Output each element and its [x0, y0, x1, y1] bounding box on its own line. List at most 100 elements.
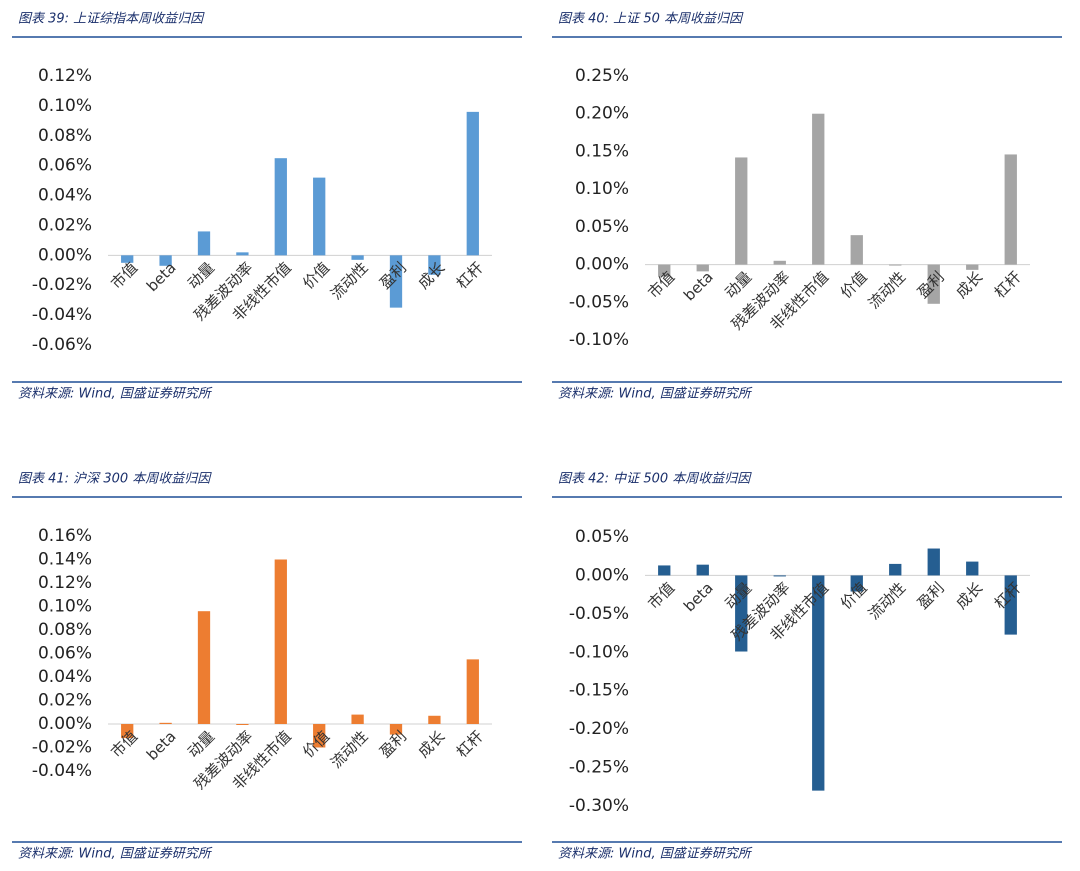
x-tick-label: 动量 [721, 579, 755, 613]
x-tick-label: 盈利 [376, 259, 410, 293]
x-tick-label: 价值 [837, 268, 871, 302]
bar [735, 157, 748, 265]
y-tick-label: 0.06% [38, 156, 92, 176]
bar [197, 231, 211, 256]
x-tick-label: 市值 [107, 259, 141, 293]
bar [658, 264, 671, 277]
bar [159, 722, 172, 724]
y-tick-label: -0.05% [569, 292, 629, 312]
bar [889, 563, 902, 576]
x-tick-label: beta [680, 268, 717, 305]
bar [966, 561, 979, 576]
chart-title: 图表 40: 上证 50 本周收益归因 [558, 12, 744, 27]
y-tick-label: 0.00% [575, 565, 629, 585]
source-note: 资料来源: Wind, 国盛证券研究所 [18, 846, 213, 862]
bar [850, 575, 863, 592]
y-tick-label: -0.04% [32, 305, 92, 325]
y-tick-label: 0.10% [38, 96, 92, 116]
y-tick-label: 0.05% [575, 217, 629, 237]
bar [236, 252, 249, 256]
y-tick-label: -0.30% [569, 796, 629, 816]
y-tick-label: 0.00% [38, 714, 92, 734]
y-tick-label: -0.15% [569, 681, 629, 701]
x-tick-label: 盈利 [376, 727, 410, 761]
bar [351, 714, 364, 724]
bar [1004, 154, 1017, 265]
bar [696, 564, 709, 576]
bar [812, 113, 825, 265]
y-tick-label: 0.00% [38, 245, 92, 265]
x-tick-label: 杠杆 [991, 579, 1025, 613]
chart-title: 图表 39: 上证综指本周收益归因 [18, 12, 205, 27]
bar [850, 235, 863, 265]
y-tick-label: 0.12% [38, 573, 92, 593]
y-tick-label: 0.25% [575, 66, 629, 86]
x-tick-label: 成长 [414, 727, 448, 761]
x-tick-label: 流动性 [327, 727, 372, 772]
x-tick-label: 杠杆 [453, 727, 487, 761]
bar [773, 260, 786, 265]
x-tick-label: 杠杆 [453, 259, 487, 293]
y-tick-label: 0.06% [38, 644, 92, 664]
x-tick-label: 杠杆 [991, 268, 1025, 302]
bar [236, 724, 249, 725]
bar [121, 724, 134, 739]
bar [389, 724, 403, 735]
x-tick-label: 动量 [721, 268, 755, 302]
bar [658, 565, 671, 576]
x-tick-label: 动量 [184, 259, 218, 293]
y-tick-label: 0.02% [38, 215, 92, 235]
bar [1004, 575, 1017, 635]
source-note: 资料来源: Wind, 国盛证券研究所 [558, 846, 753, 862]
y-tick-label: -0.04% [32, 761, 92, 781]
y-tick-label: -0.05% [569, 604, 629, 624]
bar [428, 255, 441, 275]
x-tick-label: beta [143, 259, 180, 296]
bar [313, 724, 326, 748]
bar [121, 255, 134, 263]
y-tick-label: 0.08% [38, 126, 92, 146]
bar [966, 264, 979, 270]
y-tick-label: -0.20% [569, 719, 629, 739]
x-tick-label: 流动性 [327, 259, 372, 304]
bar [197, 611, 211, 724]
x-tick-label: 流动性 [865, 268, 910, 313]
x-tick-label: 价值 [299, 727, 333, 761]
x-tick-label: 盈利 [914, 579, 948, 613]
bar [927, 264, 940, 304]
x-tick-label: 流动性 [865, 579, 910, 624]
x-tick-label: 市值 [644, 579, 678, 613]
x-tick-label: 盈利 [914, 268, 948, 302]
bar [927, 548, 940, 576]
source-note: 资料来源: Wind, 国盛证券研究所 [18, 386, 213, 402]
x-tick-label: 成长 [414, 259, 448, 293]
x-tick-label: 市值 [644, 268, 678, 302]
bar [351, 255, 364, 260]
y-tick-label: 0.20% [575, 104, 629, 124]
y-tick-label: 0.02% [38, 691, 92, 711]
x-tick-label: 市值 [107, 727, 141, 761]
bar [159, 255, 172, 266]
y-tick-label: 0.08% [38, 620, 92, 640]
x-tick-label: 成长 [952, 579, 986, 613]
y-tick-label: 0.00% [575, 255, 629, 275]
chart-title: 图表 41: 沪深 300 本周收益归因 [18, 472, 212, 487]
y-tick-label: 0.10% [575, 179, 629, 199]
bar [889, 264, 902, 266]
bar [389, 255, 403, 308]
bar [735, 575, 748, 652]
y-tick-label: -0.10% [569, 330, 629, 350]
y-tick-label: 0.15% [575, 141, 629, 161]
bar [466, 659, 479, 724]
y-tick-label: 0.05% [575, 527, 629, 547]
bar [466, 111, 479, 256]
x-tick-label: 动量 [184, 727, 218, 761]
y-tick-label: -0.06% [32, 335, 92, 355]
y-tick-label: 0.10% [38, 597, 92, 617]
bar [812, 575, 825, 791]
